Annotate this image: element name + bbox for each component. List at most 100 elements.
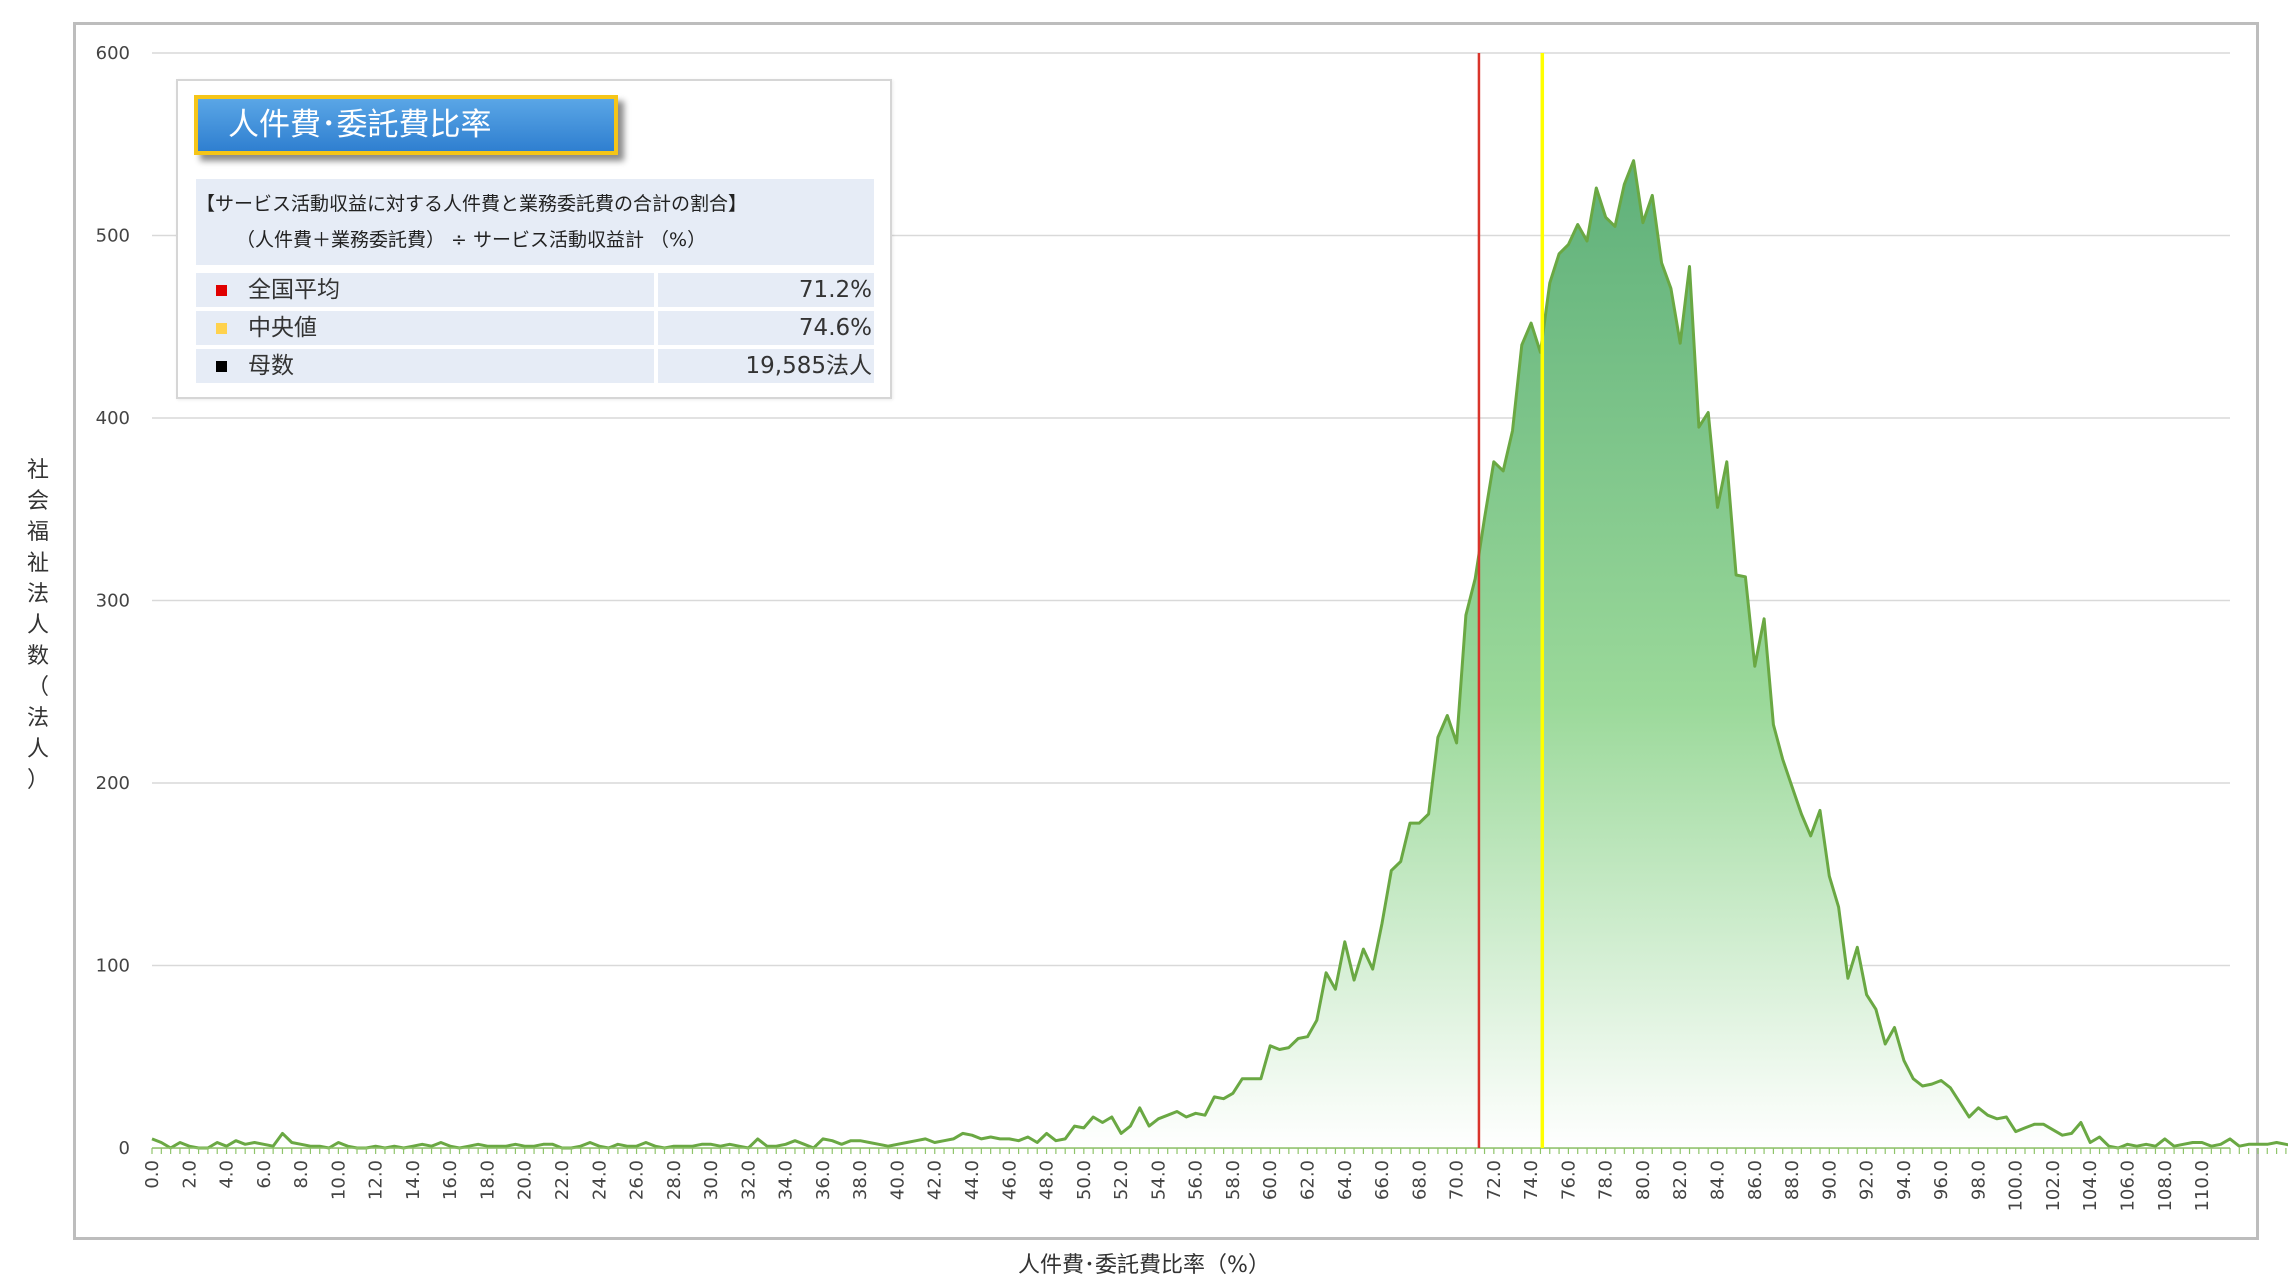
x-tick-label: 74.0 <box>1521 1160 1542 1200</box>
x-tick-label: 0.0 <box>142 1160 163 1189</box>
x-tick-label: 80.0 <box>1633 1160 1654 1200</box>
stat-row-mean: 全国平均 71.2% <box>196 273 874 307</box>
x-tick-label: 46.0 <box>999 1160 1020 1200</box>
legend-description: 【サービス活動収益に対する人件費と業務委託費の合計の割合】 （人件費＋業務委託費… <box>196 179 874 265</box>
x-tick-label: 18.0 <box>477 1160 498 1200</box>
x-tick-label: 84.0 <box>1707 1160 1728 1200</box>
x-tick-label: 48.0 <box>1037 1160 1058 1200</box>
x-tick-label: 104.0 <box>2080 1160 2101 1212</box>
y-axis-title-char: 会 <box>26 489 49 514</box>
x-tick-label: 106.0 <box>2117 1160 2138 1212</box>
x-tick-label: 96.0 <box>1931 1160 1952 1200</box>
y-tick-label: 300 <box>96 591 130 612</box>
black-square-icon <box>216 361 227 372</box>
x-tick-label: 32.0 <box>738 1160 759 1200</box>
x-tick-label: 72.0 <box>1484 1160 1505 1200</box>
x-tick-label: 102.0 <box>2043 1160 2064 1212</box>
x-tick-label: 108.0 <box>2155 1160 2176 1212</box>
stat-value: 19,585法人 <box>658 349 874 383</box>
x-tick-label: 12.0 <box>366 1160 387 1200</box>
x-tick-label: 4.0 <box>217 1160 238 1189</box>
x-tick-label: 76.0 <box>1558 1160 1579 1200</box>
x-tick-label: 26.0 <box>627 1160 648 1200</box>
x-tick-label: 58.0 <box>1223 1160 1244 1200</box>
y-tick-label: 500 <box>96 226 130 247</box>
x-tick-label: 64.0 <box>1335 1160 1356 1200</box>
description-line-1: 【サービス活動収益に対する人件費と業務委託費の合計の割合】 <box>196 193 748 215</box>
x-tick-label: 50.0 <box>1074 1160 1095 1200</box>
y-axis-title-char: 社 <box>26 458 49 483</box>
y-axis-title: 社会福祉法人数（法人） <box>18 455 58 796</box>
x-tick-labels: 0.0 2.0 4.0 6.0 8.0 10.0 12.0 14.0 16.0 18.0 20.0 2… <box>142 1160 2213 1212</box>
x-tick-label: 86.0 <box>1745 1160 1766 1200</box>
x-tick-label: 30.0 <box>701 1160 722 1200</box>
stat-value: 74.6% <box>658 311 874 345</box>
x-tick-label: 90.0 <box>1819 1160 1840 1200</box>
x-tick-label: 92.0 <box>1857 1160 1878 1200</box>
x-tick-label: 94.0 <box>1894 1160 1915 1200</box>
y-tick-label: 0 <box>119 1138 130 1159</box>
y-tick-label: 600 <box>96 43 130 64</box>
x-tick-label: 56.0 <box>1186 1160 1207 1200</box>
y-axis-title-char: 数 <box>26 644 49 669</box>
x-tick-label: 88.0 <box>1782 1160 1803 1200</box>
x-tick-label: 44.0 <box>962 1160 983 1200</box>
y-tick-label: 400 <box>96 408 130 429</box>
y-axis-title-char: 法 <box>26 582 49 607</box>
area-fill <box>152 160 2288 1148</box>
x-tick-label: 6.0 <box>254 1160 275 1189</box>
x-tick-label: 54.0 <box>1148 1160 1169 1200</box>
stat-row-count: 母数 19,585法人 <box>196 349 874 383</box>
series-line <box>151 159 2288 1150</box>
y-tick-label: 100 <box>96 956 130 977</box>
x-tick-label: 10.0 <box>328 1160 349 1200</box>
x-tick-label: 14.0 <box>403 1160 424 1200</box>
x-tick-label: 100.0 <box>2006 1160 2027 1212</box>
x-tick-label: 66.0 <box>1372 1160 1393 1200</box>
description-line-2: （人件費＋業務委託費） ÷ サービス活動収益計 （%） <box>236 229 707 251</box>
x-tick-label: 38.0 <box>850 1160 871 1200</box>
x-tick-label: 98.0 <box>1968 1160 1989 1200</box>
y-tick-label: 200 <box>96 773 130 794</box>
y-axis-title-char: 法 <box>26 706 49 731</box>
y-axis-title-char: 福 <box>26 520 49 545</box>
stat-label: 中央値 <box>248 315 317 341</box>
x-tick-label: 22.0 <box>552 1160 573 1200</box>
x-tick-label: 2.0 <box>179 1160 200 1189</box>
y-axis-title-char: 祉 <box>26 551 49 576</box>
y-tick-labels: 0 100 200 300 400 500 600 <box>96 43 130 1159</box>
x-tick-label: 42.0 <box>925 1160 946 1200</box>
x-tick-label: 40.0 <box>887 1160 908 1200</box>
x-tick-label: 20.0 <box>515 1160 536 1200</box>
x-tick-label: 24.0 <box>589 1160 610 1200</box>
y-axis-title-char: 人 <box>26 737 49 762</box>
legend-title: 人件費･委託費比率 <box>194 95 618 155</box>
x-tick-label: 82.0 <box>1670 1160 1691 1200</box>
x-tick-label: 8.0 <box>291 1160 312 1189</box>
stat-row-median: 中央値 74.6% <box>196 311 874 345</box>
stat-value: 71.2% <box>658 273 874 307</box>
x-tick-label: 68.0 <box>1409 1160 1430 1200</box>
yellow-square-icon <box>216 323 227 334</box>
x-tick-label: 52.0 <box>1111 1160 1132 1200</box>
area-series <box>151 159 2288 1154</box>
x-tick-label: 60.0 <box>1260 1160 1281 1200</box>
stat-label: 母数 <box>248 353 294 379</box>
x-tick-label: 110.0 <box>2192 1160 2213 1212</box>
reference-lines <box>1477 53 1545 1148</box>
x-axis-title: 人件費･委託費比率（%） <box>1018 1253 1270 1278</box>
x-tick-label: 16.0 <box>440 1160 461 1200</box>
x-tick-label: 62.0 <box>1297 1160 1318 1200</box>
legend-panel: 人件費･委託費比率 【サービス活動収益に対する人件費と業務委託費の合計の割合】 … <box>176 79 892 399</box>
y-axis-title-char: 人 <box>26 613 49 638</box>
x-tick-label: 36.0 <box>813 1160 834 1200</box>
red-square-icon <box>216 285 227 296</box>
x-tick-label: 70.0 <box>1447 1160 1468 1200</box>
x-tick-label: 28.0 <box>664 1160 685 1200</box>
stat-label: 全国平均 <box>248 277 340 303</box>
x-tick-label: 78.0 <box>1596 1160 1617 1200</box>
y-axis-title-char: （ <box>26 675 49 700</box>
y-axis-title-char: ） <box>26 768 49 793</box>
x-tick-label: 34.0 <box>776 1160 797 1200</box>
